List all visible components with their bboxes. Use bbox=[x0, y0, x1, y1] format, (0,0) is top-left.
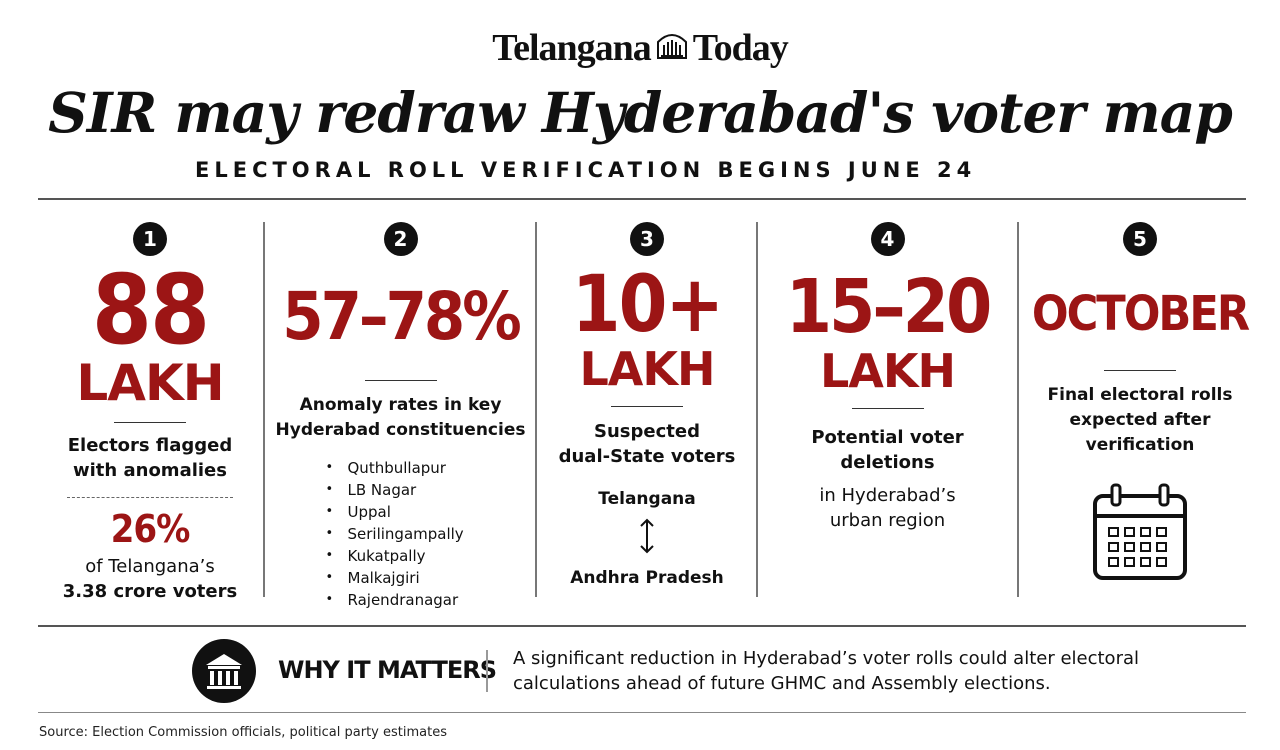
plain-line: in Hyderabad’s bbox=[819, 485, 956, 506]
plain-line: urban region bbox=[829, 510, 946, 531]
telangana-crest-icon bbox=[655, 26, 689, 70]
headline: SIR may redraw Hyderabad's voter map bbox=[48, 80, 1233, 145]
column-divider bbox=[756, 222, 758, 597]
sub-stat-line: 3.38 crore voters bbox=[62, 581, 238, 602]
column-divider bbox=[1017, 222, 1019, 597]
top-divider bbox=[38, 198, 1246, 200]
list-item: Serilingampally bbox=[326, 523, 476, 545]
brand-name-left: Telangana bbox=[492, 27, 652, 69]
list-item: Kukatpally bbox=[326, 545, 476, 567]
description-line: verification bbox=[1085, 435, 1195, 455]
big-number: 88 bbox=[91, 254, 210, 366]
list-item: Rajendranagar bbox=[326, 589, 476, 611]
source-note: Source: Election Commission officials, p… bbox=[39, 725, 447, 740]
stat-column-1: 1 88 LAKH Electors flagged with anomalie… bbox=[40, 222, 260, 602]
state-label: Andhra Pradesh bbox=[570, 568, 724, 588]
subhead: ELECTORAL ROLL VERIFICATION BEGINS JUNE … bbox=[195, 158, 977, 182]
brand-logo: Telangana Today bbox=[0, 26, 1280, 76]
big-number: 15–20 bbox=[785, 264, 993, 350]
step-number: 3 bbox=[630, 222, 664, 256]
government-building-icon bbox=[192, 639, 256, 703]
description-line: dual-State voters bbox=[558, 446, 736, 467]
big-unit: LAKH bbox=[819, 344, 956, 398]
description-line: Final electoral rolls bbox=[1047, 385, 1233, 405]
list-item: Malkajgiri bbox=[326, 567, 476, 589]
stat-column-5: 5 OCTOBER Final electoral rolls expected… bbox=[1021, 222, 1259, 602]
column-divider bbox=[263, 222, 265, 597]
big-unit: LAKH bbox=[579, 342, 715, 396]
list-item: LB Nagar bbox=[326, 479, 476, 501]
short-rule bbox=[114, 422, 186, 423]
why-text-line: calculations ahead of future GHMC and As… bbox=[513, 673, 1051, 694]
constituency-list: Quthbullapur LB Nagar Uppal Serilingampa… bbox=[326, 457, 476, 611]
bottom-divider bbox=[38, 625, 1246, 627]
calendar-icon bbox=[1021, 482, 1259, 586]
column-divider bbox=[535, 222, 537, 597]
step-number: 2 bbox=[383, 222, 418, 256]
step-number: 1 bbox=[133, 222, 167, 256]
description-line: expected after bbox=[1069, 410, 1211, 430]
list-item: Uppal bbox=[326, 501, 476, 523]
why-text-line: A significant reduction in Hyderabad’s v… bbox=[513, 648, 1140, 669]
state-label: Telangana bbox=[598, 489, 696, 509]
stat-column-3: 3 10+ LAKH Suspected dual-State voters T… bbox=[540, 222, 754, 602]
short-rule bbox=[1104, 370, 1176, 371]
sub-stat-line: of Telangana’s bbox=[85, 556, 215, 577]
big-unit: LAKH bbox=[76, 354, 224, 412]
stat-column-4: 4 15–20 LAKH Potential voter deletions i… bbox=[760, 222, 1015, 602]
brand-name-right: Today bbox=[692, 27, 789, 69]
why-it-matters-text: A significant reduction in Hyderabad’s v… bbox=[513, 646, 1153, 696]
description-line: Anomaly rates in key bbox=[299, 395, 502, 415]
step-number: 4 bbox=[870, 222, 905, 256]
description-line: Electors flagged bbox=[67, 435, 233, 456]
why-it-matters-title: WHY IT MATTERS bbox=[278, 656, 497, 684]
big-number: 10+ bbox=[571, 260, 724, 350]
sub-stat: 26% bbox=[110, 507, 191, 551]
short-rule bbox=[364, 380, 437, 381]
step-number: 5 bbox=[1123, 222, 1157, 256]
big-number: 57–78% bbox=[282, 278, 521, 355]
list-item: Quthbullapur bbox=[326, 457, 476, 479]
footer-divider bbox=[38, 712, 1246, 713]
dashed-separator bbox=[67, 497, 233, 498]
description-line: deletions bbox=[840, 452, 935, 473]
up-down-arrow-icon bbox=[540, 518, 754, 558]
description-line: Hyderabad constituencies bbox=[275, 420, 526, 440]
short-rule bbox=[851, 408, 924, 409]
description-line: Suspected bbox=[594, 421, 700, 442]
big-number: OCTOBER bbox=[1031, 286, 1250, 342]
why-divider bbox=[486, 650, 488, 692]
description-line: Potential voter bbox=[811, 427, 964, 448]
stat-column-2: 2 57–78% Anomaly rates in key Hyderabad … bbox=[268, 222, 533, 611]
description-line: with anomalies bbox=[73, 460, 227, 481]
short-rule bbox=[611, 406, 683, 407]
